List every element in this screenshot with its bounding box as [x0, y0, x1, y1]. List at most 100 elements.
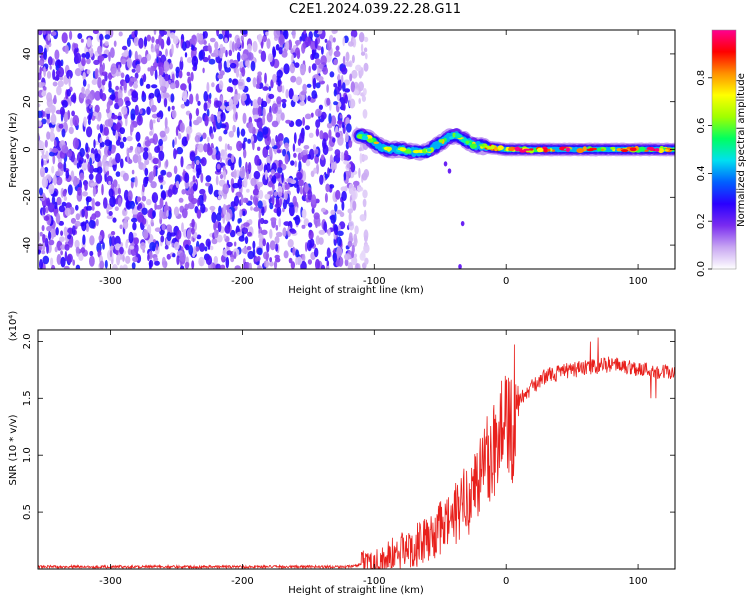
spectrogram-noise-cell — [228, 49, 233, 56]
spectrogram-noise-cell — [303, 218, 309, 227]
spectrogram-noise-cell — [38, 60, 44, 66]
spectrogram-noise-cell — [86, 37, 92, 48]
spectrogram-noise-cell — [271, 138, 275, 147]
spectrogram-x-label: Height of straight line (km) — [288, 285, 424, 296]
spectrogram-noise-cell — [217, 195, 222, 200]
spectrogram-noise-cell — [65, 170, 70, 179]
spectrogram-noise-cell — [268, 86, 272, 92]
spectrogram-noise-cell — [154, 260, 160, 266]
spectrogram-noise-cell — [276, 149, 282, 154]
spectrogram-noise-cell — [264, 193, 271, 200]
spectrogram-noise-cell — [95, 201, 101, 207]
spectrogram-noise-cell — [278, 47, 283, 55]
spectrogram-noise-cell — [257, 146, 261, 151]
spectrogram-noise-cell — [122, 136, 127, 142]
spectrogram-noise-cell — [282, 30, 288, 38]
spectrogram-noise-cell — [312, 144, 317, 151]
spectrogram-noise-cell — [228, 78, 232, 83]
spectrogram-noise-cell — [147, 67, 151, 72]
spectrogram-noise-cell — [295, 76, 303, 86]
spectrogram-noise-cell — [236, 231, 243, 237]
spectrogram-noise-cell — [129, 245, 135, 250]
spectrogram-noise-cell — [52, 81, 58, 87]
spectrogram-noise-cell — [356, 183, 361, 193]
spectrogram-noise-cell — [81, 86, 85, 94]
spectrogram-noise-cell — [102, 242, 105, 250]
spectrogram-noise-cell — [364, 257, 369, 265]
spectrogram-noise-cell — [265, 253, 269, 262]
spectrogram-noise-cell — [75, 246, 80, 254]
spectrogram-noise-cell — [295, 147, 303, 153]
colorbar-ticks: 0.0 0.2 0.4 0.6 0.8 — [696, 70, 712, 277]
spectrogram-noise-cell — [106, 101, 111, 110]
spectrogram-noise-cell — [93, 111, 98, 117]
spectrogram-noise-cell — [282, 148, 287, 157]
spectrogram-noise-cell — [61, 100, 68, 108]
spectrogram-noise-cell — [324, 174, 329, 179]
spectrogram-ridge-peak — [529, 148, 534, 151]
spectrogram-noise-cell — [132, 222, 137, 231]
spectrogram-noise-cell — [359, 214, 366, 222]
spectrogram-noise-cell — [41, 157, 44, 168]
spectrogram-noise-cell — [283, 221, 291, 227]
spectrogram-noise-cell — [315, 119, 321, 128]
spectrogram-noise-cell — [166, 210, 169, 218]
spectrogram-noise-cell — [159, 74, 163, 86]
spectrogram-noise-cell — [274, 254, 280, 259]
spectrogram-noise-cell — [133, 36, 140, 47]
spectrogram-noise-cell — [72, 259, 75, 266]
spectrogram-noise-cell — [106, 214, 114, 220]
snr-y-ticks: 0.5 1.0 1.5 2.0 — [22, 333, 675, 520]
spectrogram-noise-cell — [326, 84, 329, 93]
spectrogram-noise-cell — [207, 241, 211, 251]
spectrogram-noise-cell — [171, 242, 174, 248]
spectrogram-noise-cell — [335, 45, 340, 51]
spectrogram-noise-cell — [94, 104, 100, 113]
spectrogram-ridge-peak — [373, 141, 380, 145]
spectrogram-noise-cell — [120, 58, 127, 65]
spectrogram-noise-cell — [86, 126, 93, 138]
spectrogram-noise-cell — [54, 201, 58, 210]
spectrogram-noise-cell — [84, 210, 88, 219]
spectrogram-noise-cell — [358, 98, 362, 104]
spectrogram-noise-cell — [206, 108, 210, 117]
spectrogram-noise-cell — [284, 142, 290, 149]
spectrogram-noise-cell — [355, 64, 362, 72]
spectrogram-ridge-peak — [497, 145, 504, 151]
spectrogram-noise-cell — [185, 244, 190, 251]
spectrogram-noise-cell — [215, 100, 222, 108]
spectrogram-noise-cell — [243, 222, 250, 228]
spectrogram-noise-cell — [119, 127, 125, 135]
spectrogram-noise-cell — [298, 179, 304, 187]
spectrogram-noise-cell — [48, 231, 52, 241]
spectrogram-noise-cell — [58, 123, 64, 129]
spectrogram-noise-cell — [363, 169, 370, 178]
spectrogram-x-ticks: -300 -200 -100 0 100 — [99, 30, 648, 287]
spectrogram-noise-cell — [109, 196, 116, 208]
spectrogram-noise-cell — [141, 56, 148, 65]
spectrogram-noise-cell — [347, 240, 353, 248]
spectrogram-noise-cell — [48, 239, 55, 246]
spectrogram-noise-cell — [176, 255, 180, 266]
spectrogram-noise-cell — [107, 117, 114, 128]
spectrogram-noise-cell — [278, 217, 282, 228]
spectrogram-noise-cell — [246, 43, 252, 53]
spectrogram-noise-cell — [153, 166, 157, 178]
spectrogram-noise-cell — [241, 66, 246, 77]
spectrogram-noise-cell — [261, 229, 268, 235]
spectrogram-ridge-peak — [616, 148, 622, 152]
spectrogram-noise-cell — [333, 101, 338, 106]
spectrogram-noise-cell — [74, 239, 80, 249]
spectrogram-noise-cell — [173, 165, 178, 175]
spectrogram-noise-cell — [344, 253, 351, 261]
spectrogram-noise-cell — [304, 113, 312, 120]
spectrogram-noise-cell — [49, 131, 55, 138]
spectrogram-noise-cell — [41, 250, 46, 255]
spectrogram-noise-cell — [81, 53, 87, 59]
spectrogram-noise-cell — [104, 139, 111, 147]
spectrogram-noise-cell — [195, 159, 200, 165]
spectrogram-noise-cell — [117, 97, 124, 107]
spectrogram-noise-cell — [180, 156, 184, 168]
spectrogram-noise-cell — [73, 48, 77, 58]
spectrogram-outlier-point — [460, 220, 465, 227]
